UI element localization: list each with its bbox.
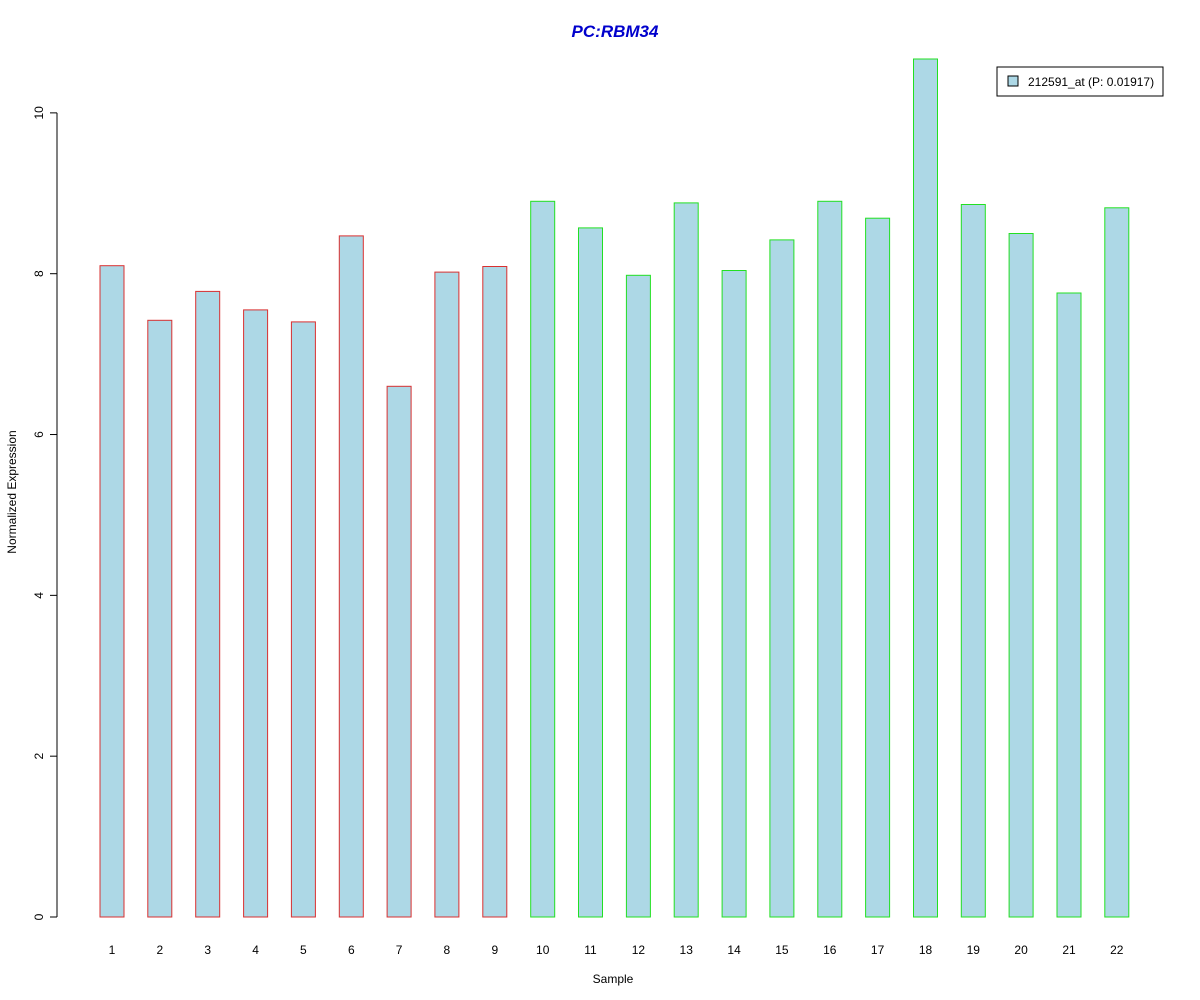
x-tick-label: 14	[727, 943, 741, 957]
bar-sample-21	[1056, 292, 1082, 918]
bar-sample-12	[625, 274, 651, 918]
bar-sample-13	[673, 202, 699, 918]
x-tick-label: 8	[444, 943, 451, 957]
legend-label: 212591_at (P: 0.01917)	[1028, 75, 1154, 89]
x-tick-label: 7	[396, 943, 403, 957]
x-tick-label: 17	[871, 943, 885, 957]
x-tick-label: 22	[1110, 943, 1124, 957]
x-tick-label: 13	[680, 943, 694, 957]
x-tick-label: 1	[109, 943, 116, 957]
x-tick-label: 16	[823, 943, 837, 957]
bar-sample-8	[434, 271, 460, 918]
legend-box	[996, 66, 1164, 97]
bar-sample-11	[578, 227, 603, 918]
y-axis: 0 2 4 6 8 10	[32, 106, 58, 920]
bar-sample-15	[769, 239, 795, 918]
y-tick-label: 10	[32, 106, 46, 120]
x-tick-label: 9	[491, 943, 498, 957]
bar-sample-18	[913, 58, 938, 918]
x-tick-label: 18	[919, 943, 933, 957]
bar-sample-4	[243, 309, 269, 918]
x-tick-label: 20	[1014, 943, 1028, 957]
bar-sample-17	[865, 217, 891, 918]
x-tick-label: 21	[1062, 943, 1076, 957]
x-tick-label: 6	[348, 943, 355, 957]
x-tick-label: 5	[300, 943, 307, 957]
y-tick-label: 4	[32, 592, 46, 599]
y-tick-label: 2	[32, 753, 46, 760]
x-tick-label: 15	[775, 943, 789, 957]
bar-sample-9	[482, 266, 508, 918]
bar-sample-19	[960, 204, 986, 918]
bar-sample-2	[147, 319, 173, 918]
bar-sample-20	[1008, 233, 1034, 918]
x-tick-label: 2	[156, 943, 163, 957]
y-tick-label: 0	[32, 913, 46, 920]
bar-sample-1	[99, 265, 125, 918]
legend: 212591_at (P: 0.01917)	[996, 66, 1164, 97]
x-tick-label: 12	[632, 943, 646, 957]
x-tick-label: 3	[204, 943, 211, 957]
x-tick-label: 11	[584, 943, 597, 957]
bars-group	[99, 58, 1130, 918]
bar-sample-5	[290, 321, 316, 918]
bar-sample-6	[338, 235, 364, 918]
legend-swatch	[1007, 75, 1019, 87]
x-tick-label: 19	[967, 943, 981, 957]
chart-title: PC:RBM34	[572, 22, 659, 41]
bar-sample-14	[721, 270, 747, 918]
x-tick-label: 4	[252, 943, 259, 957]
x-tick-labels: 1 2 3 4 5 6 7 8 9 10 11 12 13 14 15 16 17 18 19 20 21 22	[109, 943, 1124, 957]
bar-sample-7	[386, 385, 412, 918]
bar-sample-16	[817, 200, 843, 918]
y-tick-label: 8	[32, 270, 46, 277]
bar-sample-10	[530, 200, 556, 918]
y-tick-label: 6	[32, 431, 46, 438]
bar-sample-22	[1104, 207, 1130, 918]
x-axis-label: Sample	[593, 972, 634, 986]
bar-sample-3	[195, 290, 221, 918]
x-tick-label: 10	[536, 943, 550, 957]
y-axis-label: Normalized Expression	[5, 430, 19, 553]
